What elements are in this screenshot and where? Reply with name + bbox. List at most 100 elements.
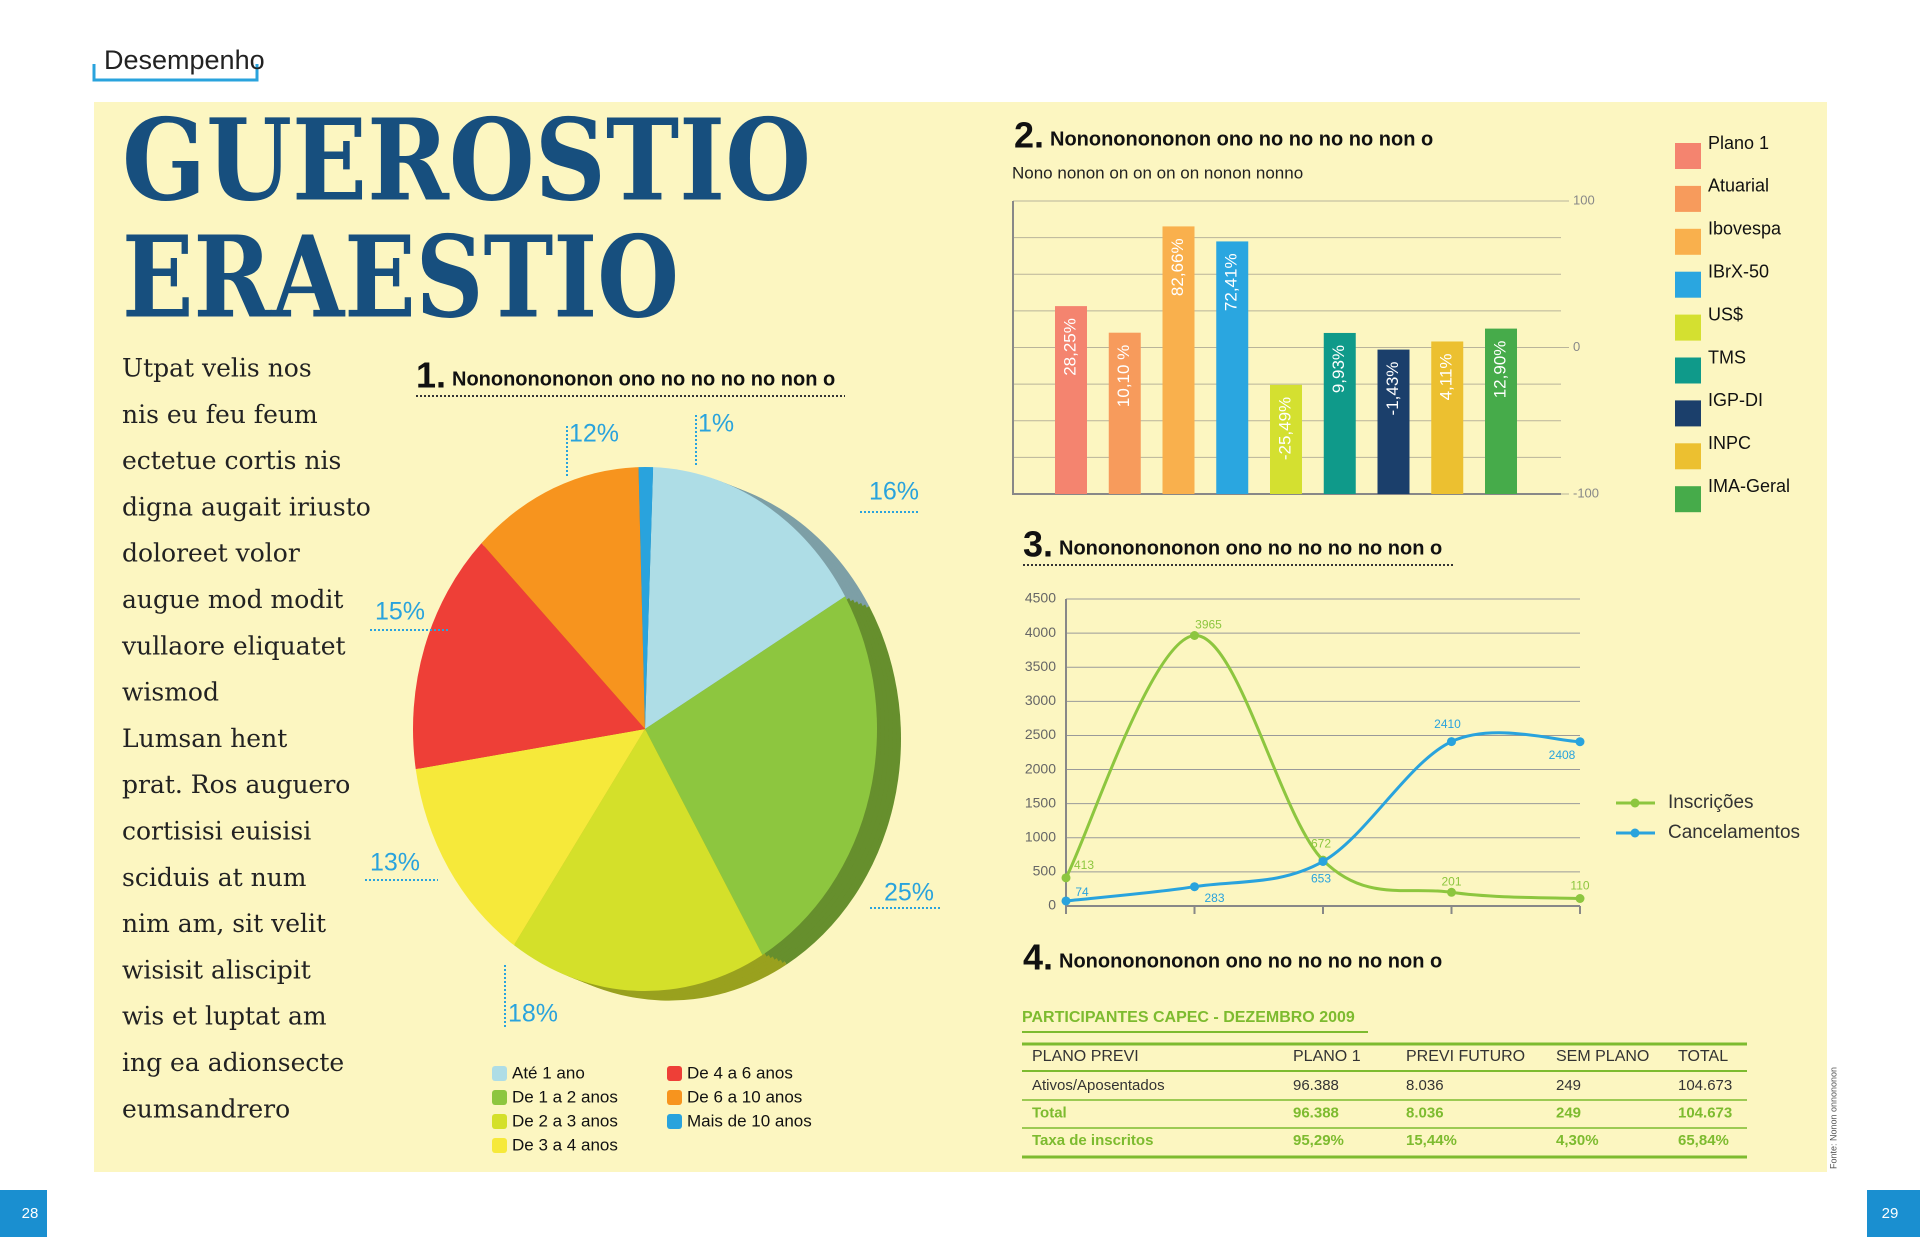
legend-label: Até 1 ano	[512, 1063, 585, 1082]
legend-swatch	[492, 1066, 507, 1081]
table-header: PREVI FUTURO	[1406, 1048, 1525, 1065]
point-label: 2408	[1549, 748, 1576, 762]
legend-swatch	[1675, 314, 1701, 341]
pie-label: 13%	[370, 849, 420, 877]
heading-number: 1.	[416, 355, 446, 396]
y-tick-label: 4000	[1025, 624, 1056, 640]
body-line: cortisisi euisisi	[122, 817, 311, 846]
y-tick-label: 500	[1033, 863, 1057, 879]
pie-slice	[645, 596, 877, 955]
bar-label: 9,93%	[1329, 345, 1348, 393]
pie-label: 25%	[884, 879, 934, 907]
table-cell: 8.036	[1406, 1104, 1444, 1121]
point-label: 110	[1570, 879, 1589, 893]
body-line: wis et luptat am	[122, 1002, 327, 1031]
legend-swatch	[1675, 486, 1701, 513]
table-cell: 65,84%	[1678, 1132, 1729, 1149]
pie-slice	[481, 467, 645, 729]
body-line: sciduis at num	[122, 863, 307, 892]
legend-swatch	[492, 1114, 507, 1129]
bar-label: 28,25%	[1060, 318, 1079, 376]
pie-slice	[645, 467, 846, 729]
body-line: wisisit aliscipit	[122, 955, 311, 984]
table-cell: 249	[1556, 1104, 1581, 1121]
legend-label: Mais de 10 anos	[687, 1111, 812, 1130]
point-label: 2410	[1434, 717, 1461, 731]
heading-title: Nonononononon ono no no no no non o	[452, 368, 835, 390]
legend-label: De 3 a 4 anos	[512, 1135, 618, 1154]
table-cell: Ativos/Aposentados	[1032, 1077, 1165, 1094]
body-line: augue mod modit	[122, 585, 343, 614]
pie-slice	[513, 729, 763, 991]
panel	[94, 102, 1827, 1172]
body-line: ing ea adionsecte	[122, 1048, 344, 1077]
legend-swatch	[492, 1090, 507, 1105]
body-line: doloreet volor	[122, 539, 300, 568]
pie-slice	[412, 543, 645, 770]
legend-label: De 2 a 3 anos	[512, 1111, 618, 1130]
bar-label: 12,90%	[1490, 341, 1509, 399]
page-badge	[1867, 1190, 1920, 1237]
point-label: 74	[1075, 885, 1089, 899]
bar	[1270, 384, 1302, 494]
heading-title: Nonononononon ono no no no no non o	[1059, 950, 1442, 972]
table-cell: 249	[1556, 1077, 1581, 1094]
legend-label: IGP-DI	[1708, 390, 1763, 410]
point	[1061, 873, 1071, 883]
body-line: eumsandrero	[122, 1094, 290, 1123]
y-tick-label: 3500	[1025, 658, 1056, 674]
table-cell: Total	[1032, 1104, 1067, 1121]
point-label: 413	[1074, 858, 1094, 872]
legend-swatch	[667, 1090, 682, 1105]
heading-title: Nonononononon ono no no no no non o	[1050, 128, 1433, 150]
y-tick-label: 2500	[1025, 726, 1056, 742]
point-label: 672	[1311, 836, 1331, 850]
body-line: vullaore eliquatet	[121, 631, 346, 660]
bar-label: 10,10 %	[1114, 345, 1133, 407]
pie-label: 1%	[698, 410, 734, 438]
table-cell: 104.673	[1678, 1104, 1732, 1121]
legend-label: Ibovespa	[1708, 219, 1782, 239]
point	[1575, 737, 1585, 747]
point	[1318, 856, 1328, 866]
legend-label: Plano 1	[1708, 133, 1769, 153]
legend-swatch	[667, 1066, 682, 1081]
legend-marker	[1630, 828, 1640, 838]
body-line: ectetue cortis nis	[122, 446, 341, 475]
legend-label: De 4 a 6 anos	[687, 1063, 793, 1082]
heading-number: 2.	[1014, 115, 1044, 156]
legend-label: IMA-Geral	[1708, 476, 1790, 496]
pie-label: 15%	[375, 598, 425, 626]
legend-swatch	[1675, 400, 1701, 427]
legend-label: Cancelamentos	[1668, 822, 1800, 843]
bar	[1485, 328, 1517, 494]
pie-label: 16%	[869, 478, 919, 506]
bar-label: 82,66%	[1168, 238, 1187, 296]
point-label: 201	[1441, 874, 1461, 888]
bar	[1055, 306, 1087, 494]
section-bracket	[92, 64, 259, 82]
table-header: SEM PLANO	[1556, 1048, 1649, 1065]
legend-label: Inscrições	[1668, 792, 1754, 813]
heading-number: 4.	[1023, 937, 1053, 978]
body-line: digna augait iriusto	[122, 492, 371, 521]
table-cell: 95,29%	[1293, 1132, 1344, 1149]
point-label: 283	[1204, 891, 1224, 905]
legend-swatch	[1675, 143, 1701, 169]
point-label: 3965	[1195, 618, 1222, 632]
legend-swatch	[1675, 357, 1701, 384]
legend-swatch	[667, 1114, 682, 1129]
heading-number: 3.	[1023, 524, 1053, 565]
pie-label: 18%	[508, 1000, 558, 1028]
bar-label: -1,43%	[1383, 362, 1402, 416]
point	[1061, 896, 1071, 906]
pie-slice	[415, 729, 645, 946]
y-tick-label: -100	[1573, 485, 1599, 500]
table-cell: 96.388	[1293, 1077, 1339, 1094]
legend-label: TMS	[1708, 347, 1746, 367]
bar	[1162, 226, 1195, 494]
table-cell: 96.388	[1293, 1104, 1339, 1121]
bar	[1108, 332, 1141, 494]
body-line: nim am, sit velit	[122, 909, 326, 938]
